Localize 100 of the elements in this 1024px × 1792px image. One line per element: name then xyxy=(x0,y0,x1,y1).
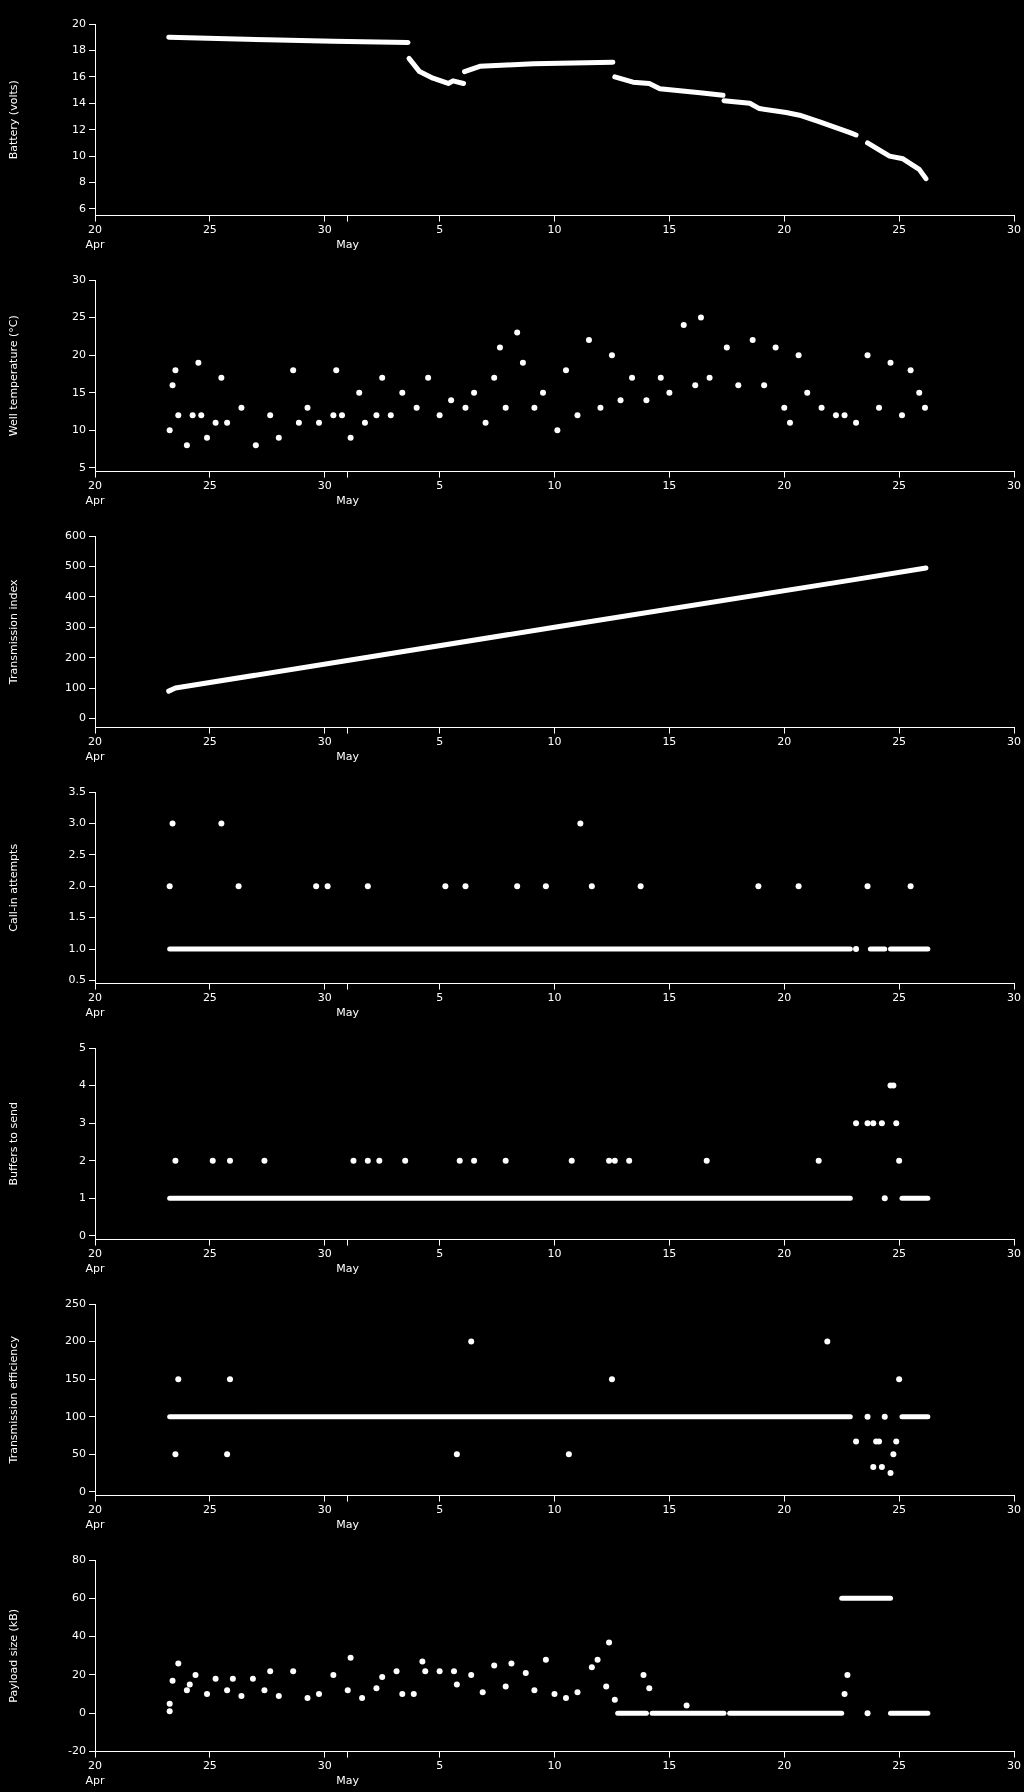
x2-tick-label: May xyxy=(336,1774,360,1788)
y-tick-label: 14 xyxy=(72,96,86,110)
x-tick-label: 20 xyxy=(88,1503,102,1517)
x-tick-label: 30 xyxy=(1007,223,1021,237)
x-tick-label: 25 xyxy=(202,223,217,237)
x2-tick-label: May xyxy=(336,238,360,252)
y-tick-label: 1.0 xyxy=(68,941,86,955)
x2-tick-label: May xyxy=(336,750,360,764)
x-tick-label: 10 xyxy=(547,735,562,749)
x-tick-label: 15 xyxy=(662,991,677,1005)
x-tick-label: 30 xyxy=(1007,1247,1021,1261)
x-tick-label: 15 xyxy=(662,735,677,749)
y-tick-label: 250 xyxy=(65,1296,86,1310)
x-tick-label: 25 xyxy=(892,735,907,749)
x-tick-label: 20 xyxy=(88,223,102,237)
x-tick-label: 30 xyxy=(317,735,332,749)
y-axis-title: Battery (volts) xyxy=(7,80,21,160)
x-tick-label: 25 xyxy=(892,479,907,493)
y-axis-title: Well temperature (°C) xyxy=(7,315,21,437)
x2-tick-label: Apr xyxy=(85,238,105,252)
x2-tick-label: Apr xyxy=(85,1774,105,1788)
y-tick-label: 200 xyxy=(65,650,86,664)
y-tick-label: 3.5 xyxy=(68,784,86,798)
y-tick-label: 10 xyxy=(72,149,86,162)
y-tick-label: 10 xyxy=(72,423,86,437)
x-tick-label: 25 xyxy=(202,479,217,493)
x-tick-label: 20 xyxy=(777,991,792,1005)
x2-tick-label: Apr xyxy=(85,494,105,508)
y-tick-label: 6 xyxy=(79,201,86,215)
x-tick-label: 30 xyxy=(1007,1759,1021,1773)
x-tick-label: 20 xyxy=(88,1759,102,1773)
y-tick-label: 8 xyxy=(79,175,86,189)
y-tick-label: 20 xyxy=(72,348,86,361)
x2-tick-label: Apr xyxy=(85,1262,105,1276)
x-tick-label: 30 xyxy=(317,223,332,237)
y-tick-label: 500 xyxy=(65,559,86,573)
x-tick-label: 20 xyxy=(777,1759,792,1773)
x-tick-label: 20 xyxy=(777,479,792,493)
y-tick-label: 0.5 xyxy=(68,973,86,987)
x2-tick-label: May xyxy=(336,494,360,508)
x-tick-label: 5 xyxy=(436,223,444,237)
x2-tick-label: May xyxy=(336,1518,360,1532)
y-tick-label: 3 xyxy=(79,1116,86,1129)
x-tick-label: 15 xyxy=(662,223,677,237)
x-tick-label: 20 xyxy=(777,1503,792,1517)
x-tick-label: 25 xyxy=(202,735,217,749)
x-tick-label: 20 xyxy=(777,1247,792,1261)
x-tick-label: 20 xyxy=(777,223,792,237)
y-tick-label: 0 xyxy=(79,711,86,725)
y-tick-label: 15 xyxy=(72,385,86,399)
x2-tick-label: Apr xyxy=(85,1006,105,1020)
y-tick-label: 5 xyxy=(79,1040,86,1054)
y-tick-label: 18 xyxy=(72,43,86,57)
x-tick-label: 20 xyxy=(88,1247,102,1261)
x-tick-label: 25 xyxy=(202,1247,217,1261)
x-tick-label: 25 xyxy=(202,1759,217,1773)
y-tick-label: 4 xyxy=(79,1078,86,1092)
x-tick-label: 25 xyxy=(202,1503,217,1517)
y-tick-label: 2 xyxy=(79,1153,86,1167)
y-axis-title: Transmission index xyxy=(7,578,21,686)
x-tick-label: 10 xyxy=(547,1247,562,1261)
y-axis-title: Transmission efficiency xyxy=(7,1335,21,1465)
x-tick-label: 30 xyxy=(317,1759,332,1773)
x-tick-label: 30 xyxy=(317,991,332,1005)
y-tick-label: 1 xyxy=(79,1191,86,1205)
y-tick-label: 25 xyxy=(72,310,86,324)
x-tick-label: 30 xyxy=(317,1247,332,1261)
y-tick-label: 0 xyxy=(79,1706,86,1720)
x-tick-label: 5 xyxy=(436,1503,444,1517)
y-axis-title: Payload size (kB) xyxy=(7,1608,21,1703)
y-tick-label: 3.0 xyxy=(68,816,86,830)
y-tick-label: 20 xyxy=(72,16,86,30)
y-tick-label: 12 xyxy=(72,122,86,136)
y-tick-label: 100 xyxy=(65,1409,86,1423)
y-tick-label: 0 xyxy=(79,1228,86,1242)
x-tick-label: 25 xyxy=(892,1503,907,1517)
x-tick-label: 25 xyxy=(892,991,907,1005)
x-tick-label: 30 xyxy=(317,1503,332,1517)
x-tick-label: 10 xyxy=(547,223,562,237)
y-axis-title: Buffers to send xyxy=(7,1102,21,1186)
x-tick-label: 10 xyxy=(547,1503,562,1517)
y-tick-label: 60 xyxy=(72,1591,86,1605)
x-tick-label: 20 xyxy=(88,735,102,749)
y-tick-label: 40 xyxy=(72,1629,86,1643)
x-tick-label: 25 xyxy=(892,1247,907,1261)
x2-tick-label: May xyxy=(336,1262,360,1276)
y-tick-label: 2.5 xyxy=(68,847,86,861)
x-tick-label: 20 xyxy=(88,479,102,493)
x-tick-label: 5 xyxy=(436,479,444,493)
x-tick-label: 30 xyxy=(1007,735,1021,749)
x2-tick-label: May xyxy=(336,1006,360,1020)
y-tick-label: 400 xyxy=(65,589,86,603)
x-tick-label: 25 xyxy=(202,991,217,1005)
x2-tick-label: Apr xyxy=(85,750,105,764)
x-tick-label: 30 xyxy=(1007,479,1021,493)
y-tick-label: 100 xyxy=(65,680,86,694)
y-tick-label: 50 xyxy=(72,1447,86,1461)
y-tick-label: 2.0 xyxy=(68,879,86,893)
y-tick-label: 20 xyxy=(72,1667,86,1681)
y-tick-label: 150 xyxy=(65,1372,86,1385)
